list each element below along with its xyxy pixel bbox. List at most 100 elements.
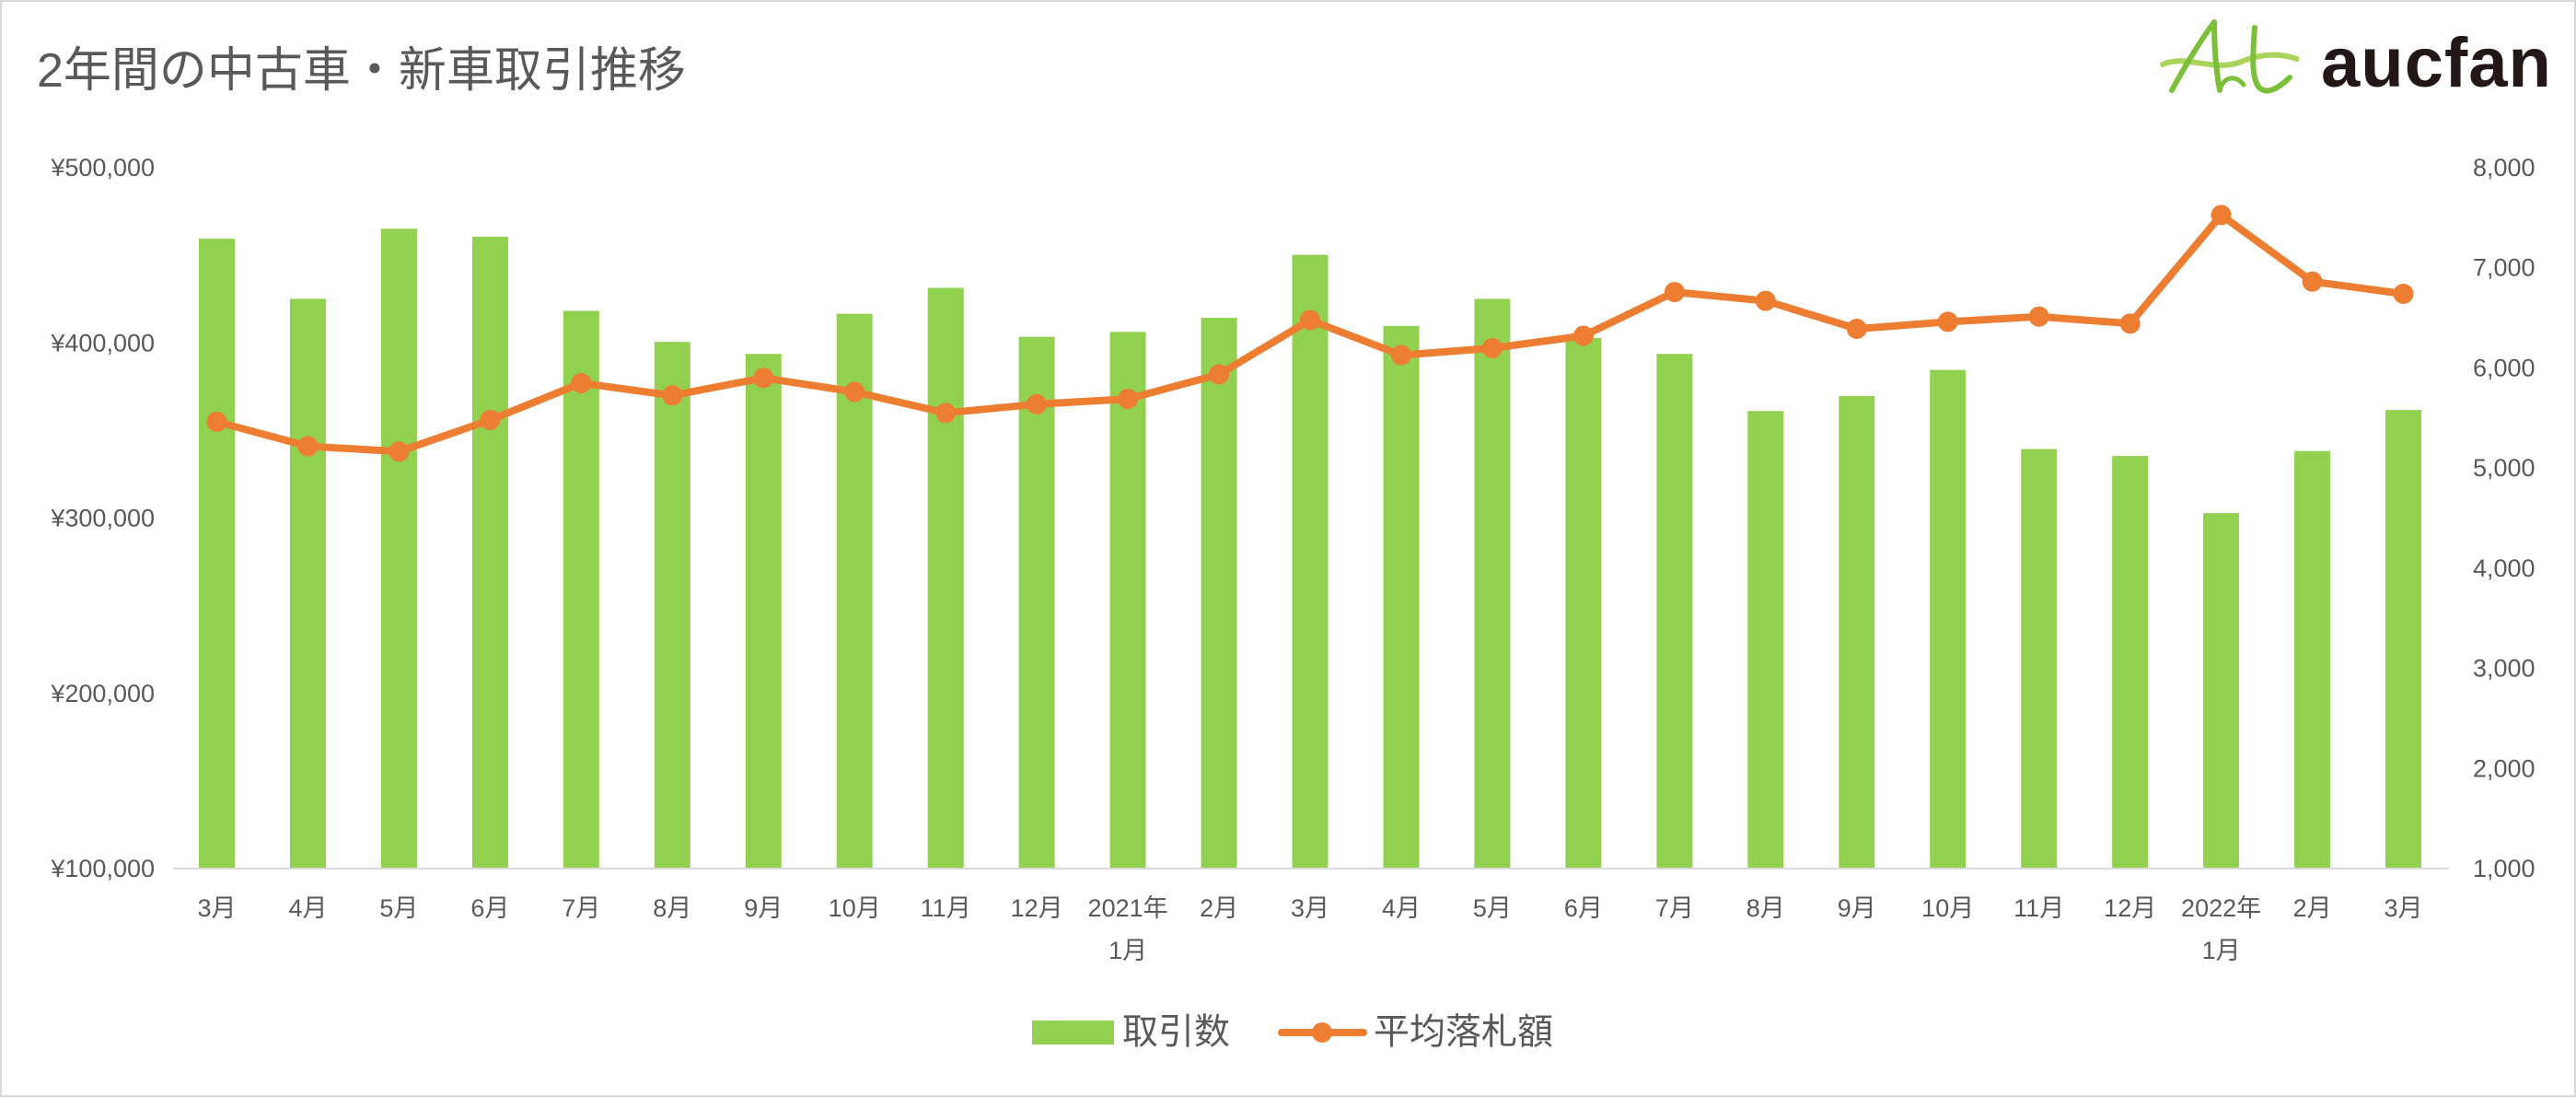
bar (1565, 337, 1602, 869)
right-axis-labels: 1,000 2,000 3,000 4,000 5,000 6,000 7,000 8,000 (2473, 154, 2535, 882)
x-axis-tick-label: 8月 (653, 894, 691, 922)
bar (927, 287, 964, 869)
line-point (935, 403, 957, 424)
legend-swatch-bar (1032, 1021, 1114, 1044)
logo-swoosh (2160, 52, 2299, 68)
x-axis-tick-label: 12月 (1011, 894, 1063, 922)
bar (836, 313, 873, 869)
line-point (2302, 271, 2323, 292)
bar (1201, 318, 1237, 869)
line-series-average-bid (206, 204, 2414, 462)
aucfan-logo-text: aucfan (2321, 24, 2552, 102)
x-axis-tick-label: 12月 (2104, 894, 2156, 922)
line-point (2393, 284, 2414, 304)
line-point (1755, 290, 1776, 311)
chart-title: 2年間の中古車・新車取引推移 (37, 44, 686, 98)
line-point (1027, 393, 1048, 414)
x-axis-tick-label: 2月 (2293, 894, 2332, 922)
x-axis-tick-label: 5月 (1473, 894, 1512, 922)
right-axis-tick-label: 6,000 (2473, 354, 2535, 381)
x-axis-tick-label: 3月 (2384, 894, 2422, 922)
x-axis-tick-label: 5月 (379, 894, 418, 922)
bar (1656, 354, 1693, 869)
x-axis-tick-label: 4月 (1382, 894, 1421, 922)
bar (654, 342, 690, 869)
right-axis-tick-label: 1,000 (2473, 855, 2535, 882)
legend-item-average-bid: 平均落札額 (1278, 1013, 1553, 1053)
x-axis-tick-label: 11月 (2013, 894, 2064, 922)
bar (2294, 450, 2331, 869)
line-point (2028, 306, 2049, 327)
right-axis-tick-label: 5,000 (2473, 454, 2535, 482)
x-axis-tick-label: 11月 (921, 894, 971, 922)
left-axis-tick-label: ¥100,000 (50, 855, 155, 882)
left-axis-tick-label: ¥400,000 (50, 329, 155, 356)
x-axis-year-label: 2021年 (1088, 894, 1168, 922)
line-point (1846, 319, 1867, 339)
line-point (844, 381, 865, 403)
bar (2112, 456, 2149, 869)
x-axis-tick-label: 3月 (197, 894, 236, 922)
bar (1839, 395, 1875, 869)
right-axis-tick-label: 3,000 (2473, 655, 2535, 683)
line-point (753, 368, 774, 389)
left-axis-tick-label: ¥300,000 (50, 505, 155, 532)
x-axis-tick-label: 4月 (288, 894, 327, 922)
line-point (297, 436, 319, 457)
line-point (389, 441, 410, 462)
bar (563, 310, 599, 869)
line-point (480, 410, 501, 430)
x-axis-tick-label: 9月 (1838, 894, 1876, 922)
bar (290, 298, 326, 869)
legend: 取引数 平均落札額 (1032, 1013, 1553, 1053)
line-point (1664, 282, 1685, 303)
bar (199, 239, 235, 869)
left-axis-labels: ¥100,000 ¥200,000 ¥300,000 ¥400,000 ¥500,000 (50, 154, 155, 882)
line-point (1937, 311, 1958, 333)
line-point (2210, 204, 2232, 226)
right-axis-tick-label: 7,000 (2473, 254, 2535, 282)
x-axis-tick-label: 8月 (1746, 894, 1785, 922)
line-point (1300, 309, 1320, 331)
aucfan-logo: aucfan (2159, 17, 2564, 101)
bar (1292, 254, 1329, 869)
x-axis-tick-label: 1月 (1108, 937, 1147, 964)
line-point (1391, 344, 1411, 366)
x-axis-tick-label: 9月 (744, 894, 783, 922)
x-axis-labels: 3月 4月 5月 6月 7月 8月 9月 10月 11月 12月 2021年 1月 2月 3月 4月 5月 6月… (197, 894, 2422, 964)
x-axis-tick-label: 3月 (1291, 894, 1329, 922)
x-axis-tick-label: 6月 (1564, 894, 1603, 922)
x-axis-tick-label: 2月 (1200, 894, 1238, 922)
bar (1747, 411, 1784, 869)
x-axis-tick-label: 10月 (829, 894, 881, 922)
x-axis-tick-label: 10月 (1921, 894, 1974, 922)
line-point (571, 373, 592, 393)
line-point (1118, 389, 1139, 410)
x-axis-tick-label: 1月 (2202, 937, 2241, 964)
line-point (1481, 338, 1503, 358)
x-axis-year-label: 2022年 (2181, 894, 2261, 922)
bar-series-transactions (199, 228, 2421, 869)
bar (1109, 332, 1146, 869)
bar (2203, 513, 2240, 869)
x-axis-tick-label: 7月 (562, 894, 600, 922)
x-axis-tick-label: 6月 (470, 894, 509, 922)
bar (1383, 325, 1420, 869)
line-point (2119, 313, 2141, 334)
bar (1474, 298, 1511, 869)
right-axis-tick-label: 2,000 (2473, 754, 2535, 782)
right-axis-tick-label: 4,000 (2473, 554, 2535, 582)
line-point (1209, 364, 1230, 385)
left-axis-tick-label: ¥200,000 (50, 680, 155, 707)
x-axis-tick-label: 7月 (1655, 894, 1694, 922)
bar (380, 228, 417, 869)
line-point (206, 411, 227, 432)
legend-label-transactions: 取引数 (1122, 1013, 1230, 1053)
bar (2385, 410, 2421, 869)
legend-label-average-bid: 平均落札額 (1374, 1013, 1553, 1053)
logo-letter-a (2169, 19, 2222, 93)
legend-item-transactions: 取引数 (1032, 1013, 1230, 1053)
bar (745, 354, 782, 869)
line-point (662, 385, 683, 406)
